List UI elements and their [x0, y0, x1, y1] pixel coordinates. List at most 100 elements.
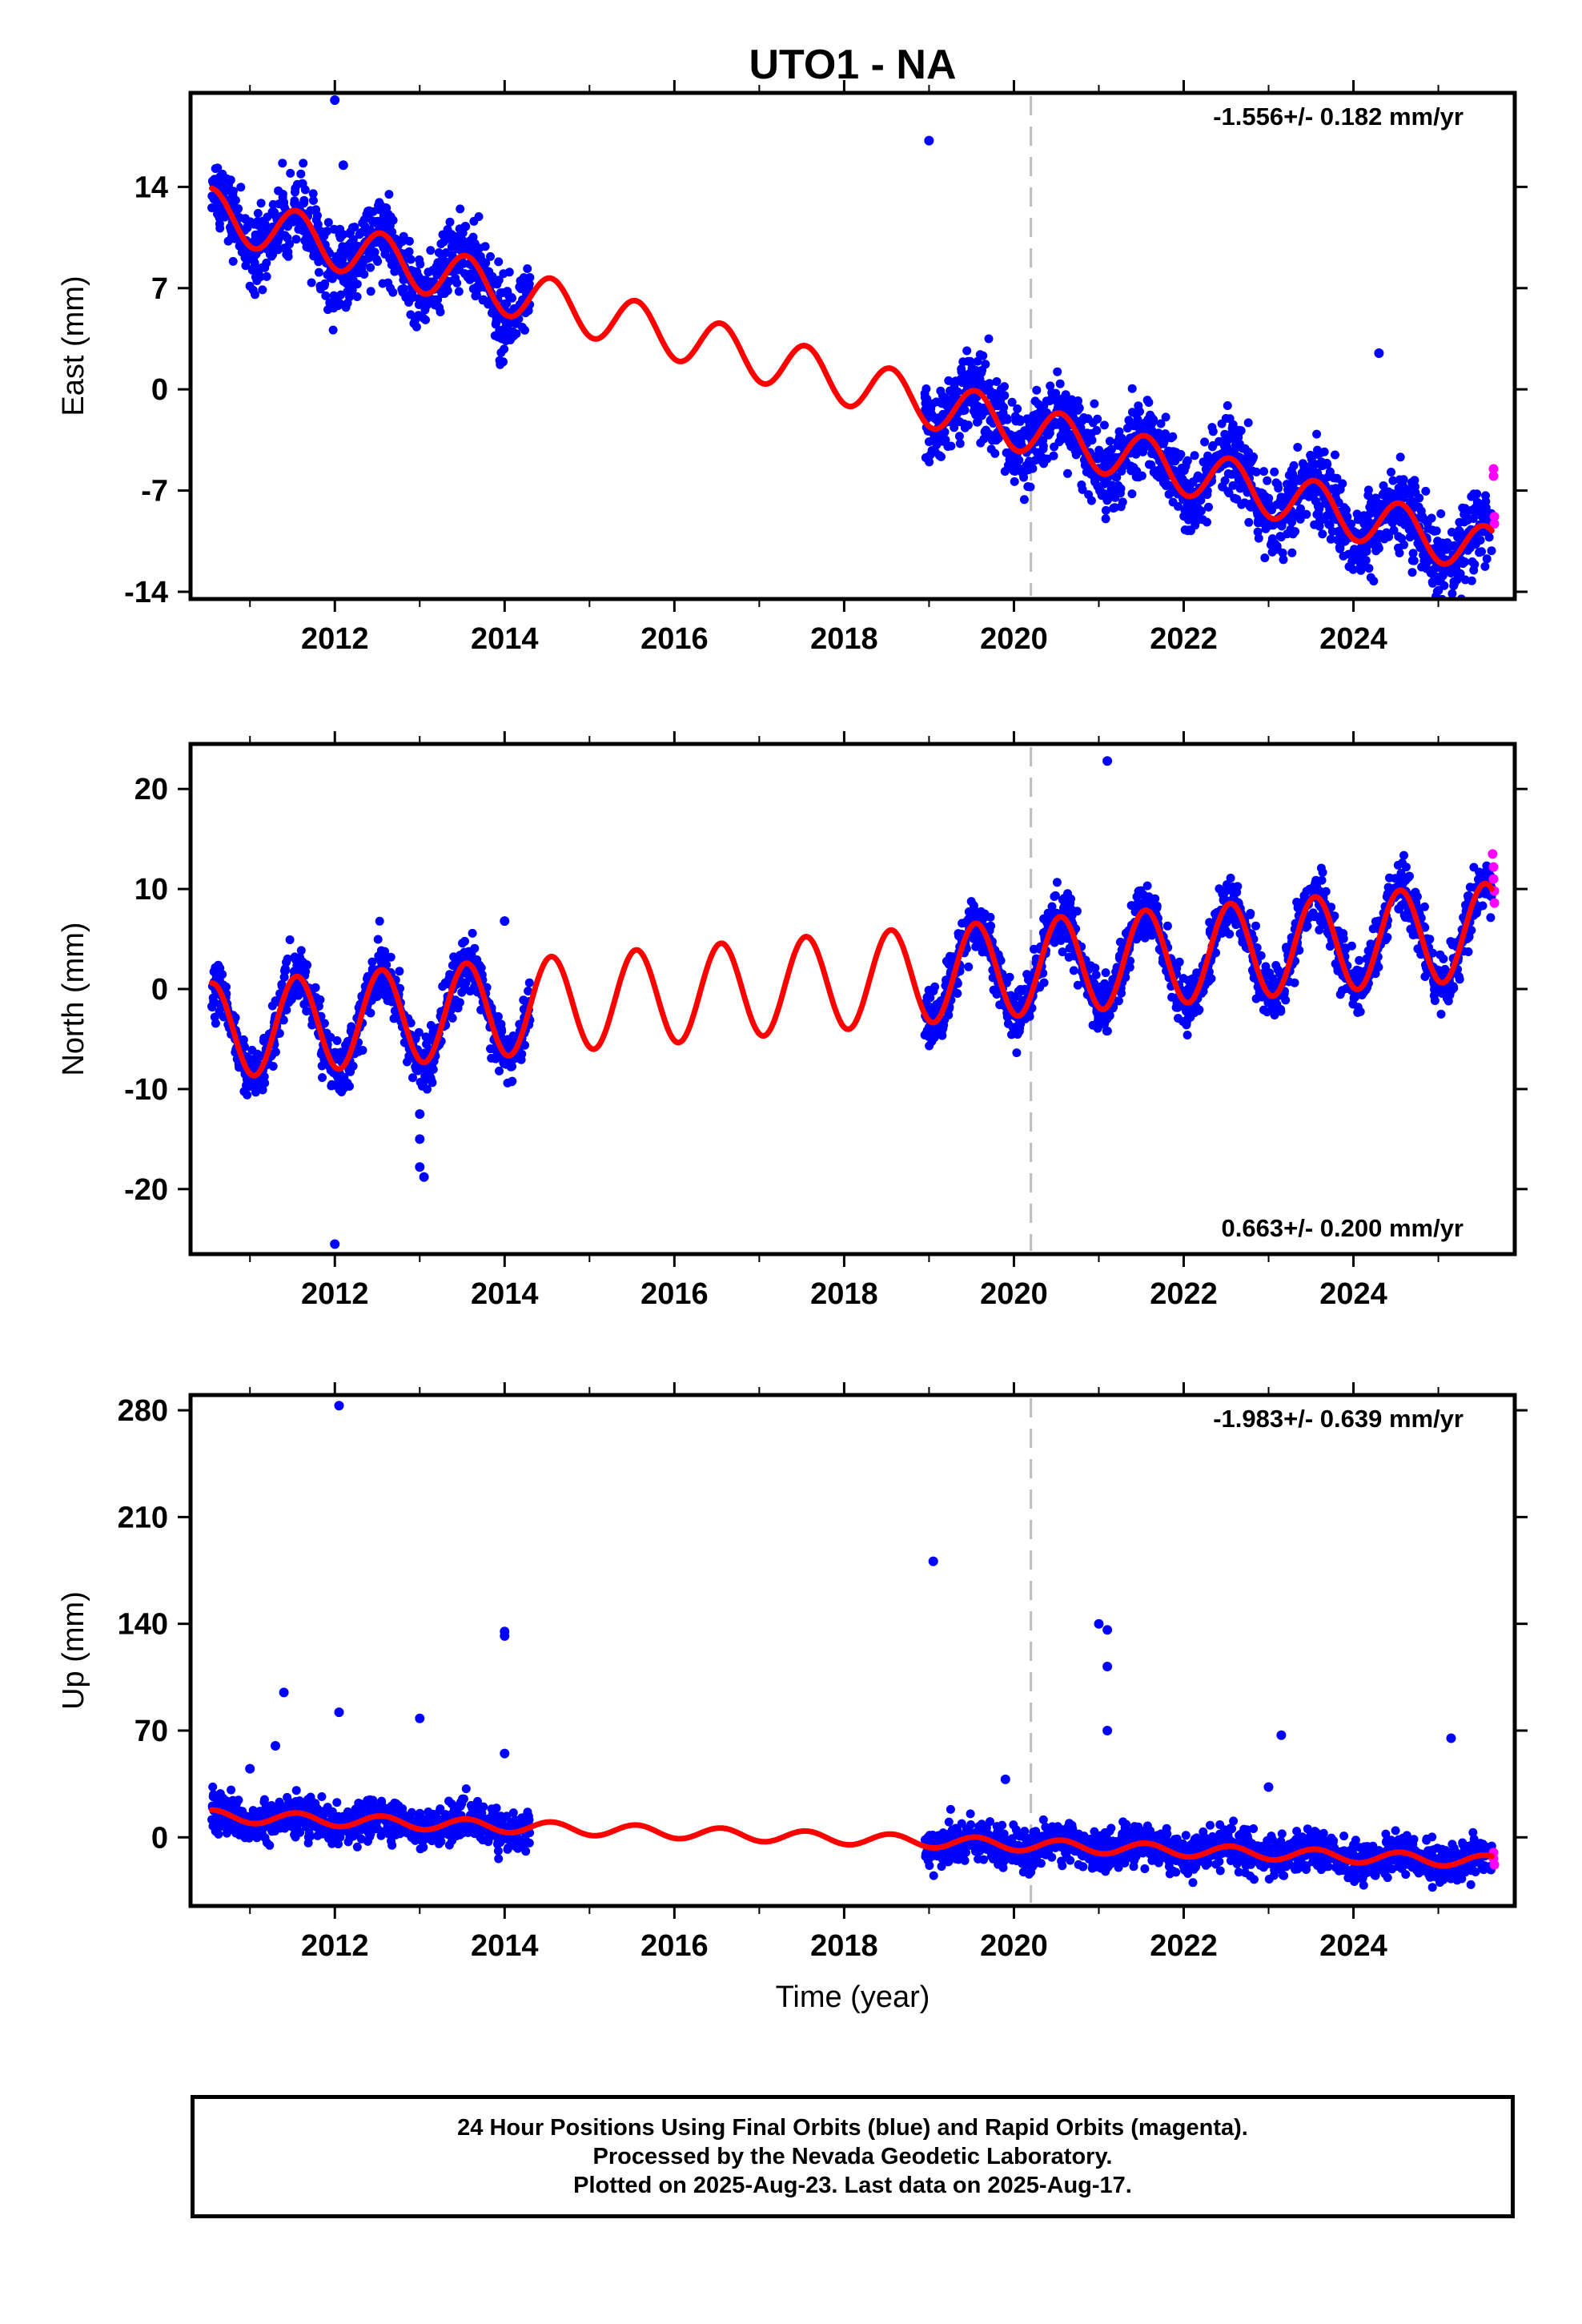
data-point — [1484, 533, 1494, 542]
y-tick-label: 7 — [151, 272, 168, 306]
data-point — [1348, 565, 1358, 574]
data-point — [258, 285, 267, 295]
data-point — [1399, 850, 1408, 860]
data-point — [1326, 534, 1335, 544]
data-point — [370, 247, 379, 257]
data-point — [428, 1078, 437, 1088]
data-point — [1436, 509, 1446, 518]
data-point — [456, 204, 465, 214]
data-point — [1460, 504, 1470, 513]
data-point — [1078, 485, 1087, 494]
data-point — [1427, 513, 1436, 523]
data-point — [1330, 911, 1339, 921]
data-point — [953, 387, 962, 396]
data-point — [262, 271, 271, 281]
data-point — [1395, 452, 1405, 462]
data-point — [1105, 436, 1114, 446]
data-point — [1421, 486, 1431, 496]
data-point — [443, 286, 452, 296]
data-point — [1105, 1011, 1114, 1020]
outlier-point — [415, 1162, 425, 1172]
data-point — [508, 1076, 517, 1086]
data-point — [1146, 460, 1156, 469]
data-point — [1051, 388, 1061, 398]
data-point — [1195, 1005, 1204, 1015]
data-point — [1244, 517, 1254, 527]
data-point — [308, 189, 318, 199]
data-point — [259, 1072, 269, 1081]
rapid-point — [1488, 471, 1499, 481]
data-point — [1101, 968, 1110, 978]
data-point — [299, 195, 309, 205]
data-point — [278, 190, 287, 199]
data-point — [1343, 512, 1352, 521]
data-point — [213, 163, 223, 173]
data-point — [1331, 450, 1339, 460]
data-point — [262, 258, 271, 267]
data-point — [1196, 496, 1206, 505]
data-point — [1387, 468, 1395, 476]
data-point — [1074, 396, 1082, 405]
data-point — [1315, 504, 1324, 513]
data-point — [1093, 414, 1102, 424]
data-point — [1091, 970, 1101, 979]
data-point — [1069, 966, 1078, 975]
data-point — [303, 960, 312, 970]
data-point — [1409, 556, 1419, 565]
data-point — [472, 291, 481, 300]
outlier-point — [330, 95, 340, 105]
data-point — [1052, 878, 1062, 887]
x-tick-label: 2018 — [810, 622, 878, 656]
data-point — [1395, 549, 1404, 557]
data-point — [1281, 995, 1291, 1005]
data-point — [1468, 514, 1478, 523]
data-point — [243, 1090, 252, 1100]
data-point — [517, 1049, 527, 1059]
data-point — [946, 441, 956, 451]
data-point — [494, 257, 504, 267]
data-point — [260, 1078, 270, 1088]
outlier-point — [338, 160, 348, 171]
data-point — [1430, 996, 1439, 1005]
data-point — [313, 219, 323, 229]
rapid-point — [1488, 849, 1498, 859]
data-point — [241, 261, 251, 271]
data-point — [404, 247, 414, 256]
data-point — [1291, 527, 1300, 537]
data-point — [1327, 903, 1336, 912]
data-point — [408, 292, 418, 302]
outlier-point — [1102, 756, 1113, 766]
x-tick-label: 2022 — [1150, 622, 1218, 656]
data-point — [1174, 957, 1184, 967]
chart-title: UTO1 - NA — [749, 42, 956, 88]
data-point — [1243, 418, 1253, 428]
rapid-point — [1489, 519, 1500, 529]
data-point — [1203, 517, 1211, 527]
data-point — [1407, 568, 1417, 577]
data-point — [366, 1008, 375, 1018]
data-point — [1425, 935, 1435, 944]
data-point — [452, 278, 462, 287]
data-point — [218, 970, 227, 979]
data-point — [1150, 894, 1160, 903]
data-point — [1012, 1048, 1022, 1058]
data-point — [296, 169, 306, 179]
data-point — [406, 1018, 416, 1027]
data-point — [1256, 951, 1266, 960]
data-point — [358, 1046, 367, 1055]
data-point — [524, 987, 533, 995]
data-point — [1190, 451, 1199, 460]
data-point — [345, 1082, 354, 1091]
data-point — [1220, 476, 1230, 485]
data-point — [1014, 456, 1024, 465]
data-point — [240, 1042, 249, 1051]
data-point — [493, 1011, 503, 1021]
data-point — [314, 267, 323, 277]
data-point — [1223, 442, 1231, 452]
outlier-point — [330, 1239, 340, 1249]
data-point — [256, 199, 266, 208]
data-point — [1470, 560, 1480, 569]
data-point — [1117, 988, 1126, 998]
data-point — [1032, 385, 1042, 395]
data-point — [1274, 484, 1283, 493]
